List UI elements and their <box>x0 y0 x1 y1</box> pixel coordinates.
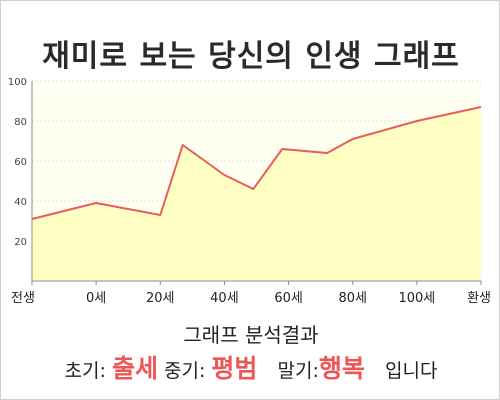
analysis-heading: 그래프 분석결과 <box>183 323 319 347</box>
life-area-chart: 20 40 60 80 100 전생 0세 20세 40세 60세 80세 100세 환생 <box>8 77 491 306</box>
early-value: 출세 <box>111 354 158 383</box>
x-tick-label: 20세 <box>146 291 175 306</box>
y-tick-label: 100 <box>8 77 27 88</box>
area-fill <box>32 107 481 281</box>
result-suffix: 입니다 <box>385 360 438 382</box>
x-tick-label: 0세 <box>86 291 106 306</box>
y-tick-label: 80 <box>14 117 27 128</box>
late-value: 행복 <box>318 354 365 383</box>
series-line <box>31 106 482 220</box>
y-tick-label: 40 <box>14 197 27 208</box>
page-title: 재미로 보는 당신의 인생 그래프 <box>42 39 460 74</box>
x-tick-labels: 전생 0세 20세 40세 60세 80세 100세 환생 <box>11 281 491 306</box>
late-label: 말기: <box>277 360 319 382</box>
mid-value: 평범 <box>211 354 258 383</box>
analysis-result: 초기: 출세 중기: 평범 말기:행복 입니다 <box>1 349 500 385</box>
x-tick-label: 환생 <box>467 291 491 306</box>
x-tick-label: 60세 <box>274 291 303 306</box>
x-tick-label: 100세 <box>398 291 435 306</box>
y-tick-label: 60 <box>14 157 27 168</box>
x-tick-label: 80세 <box>338 291 367 306</box>
mid-label: 중기: <box>164 360 206 382</box>
y-tick-labels: 20 40 60 80 100 <box>8 77 27 248</box>
x-tick-label: 40세 <box>210 291 239 306</box>
early-label: 초기: <box>64 360 106 382</box>
y-tick-label: 20 <box>14 237 27 248</box>
x-tick-label: 전생 <box>11 291 35 306</box>
